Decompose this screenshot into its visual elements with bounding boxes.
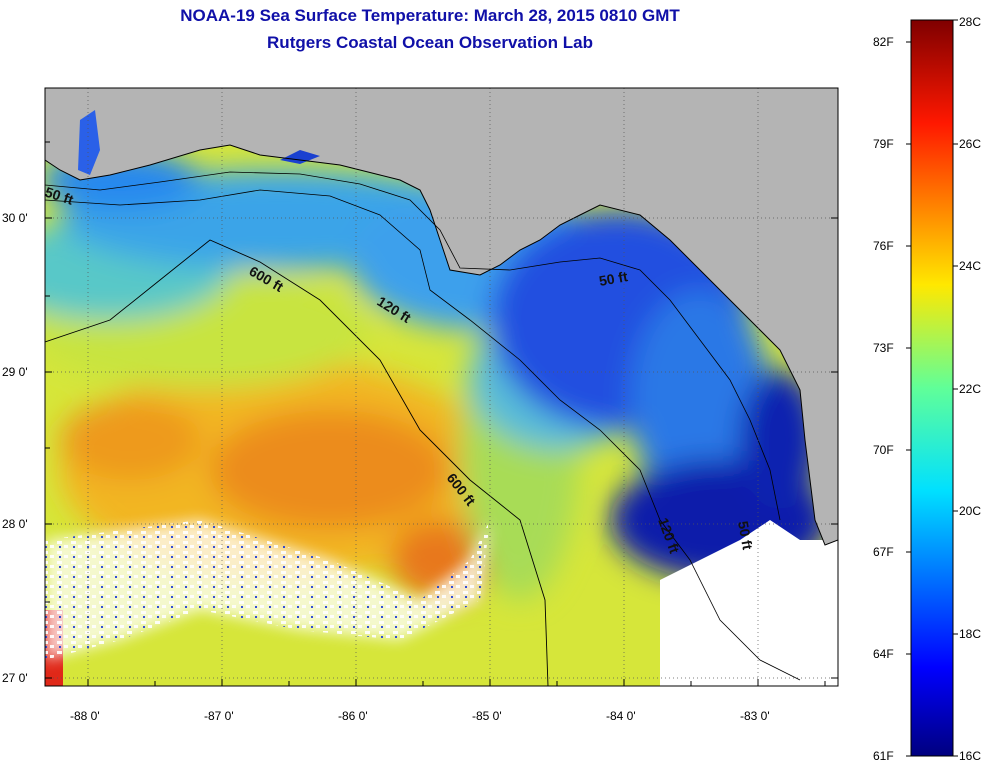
lon-tick-label: -86 0' [338, 709, 368, 723]
lat-tick-label: 30 0' [2, 211, 28, 225]
map-subtitle: Rutgers Coastal Ocean Observation Lab [267, 33, 593, 52]
lon-tick-label: -83 0' [740, 709, 770, 723]
lon-tick-label: -88 0' [70, 709, 100, 723]
lat-tick-label: 28 0' [2, 517, 28, 531]
contour-600ft [45, 239, 549, 686]
lat-tick-label: 27 0' [2, 671, 28, 685]
axis-ticks [45, 141, 838, 686]
contour-label: 50 ft [735, 520, 756, 551]
map-title: NOAA-19 Sea Surface Temperature: March 2… [180, 6, 680, 25]
contour-50ft [45, 171, 781, 521]
contour-120ft [45, 189, 801, 681]
lon-tick-label: -84 0' [606, 709, 636, 723]
land-mask [45, 88, 838, 545]
sst-field: 50 ft 600 ft 120 ft 50 ft 600 ft 120 ft … [45, 88, 838, 686]
map-frame [44, 87, 839, 687]
lon-tick-label: -85 0' [472, 709, 502, 723]
contour-label: 50 ft [598, 268, 629, 289]
lat-tick-label: 29 0' [2, 365, 28, 379]
grid-lines [45, 88, 838, 686]
lon-tick-label: -87 0' [204, 709, 234, 723]
